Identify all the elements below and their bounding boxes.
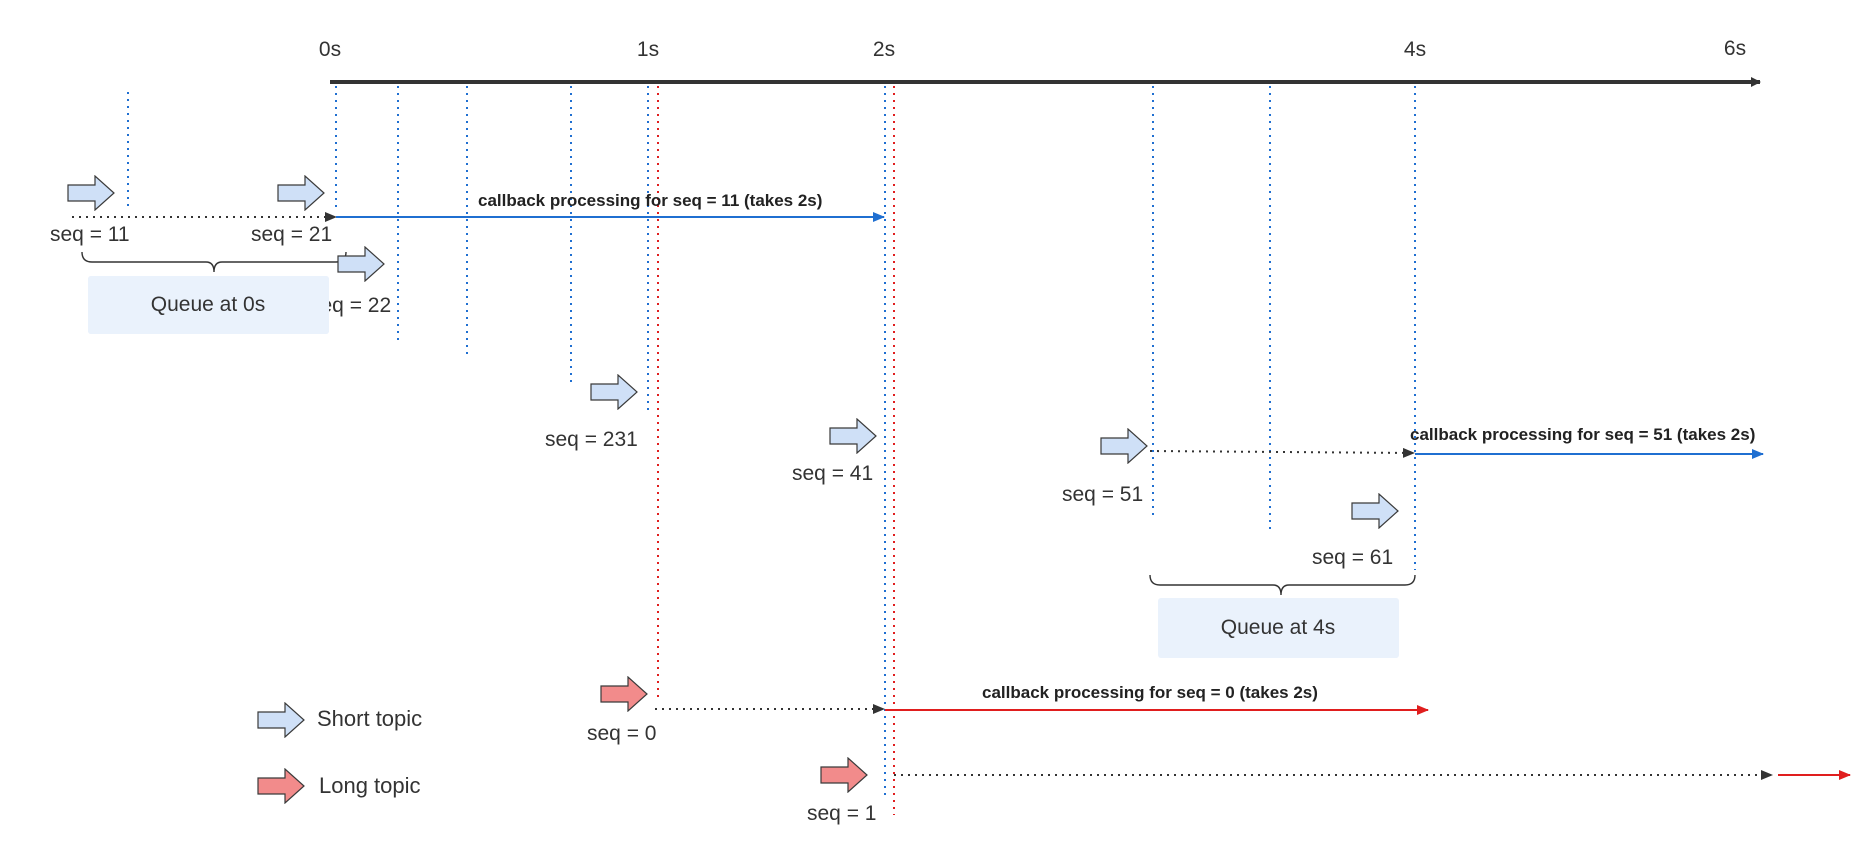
guide-lines	[127, 86, 1416, 815]
queue-0s-brace	[81, 251, 347, 273]
seq-22-label: seq = 22	[310, 294, 391, 317]
seq-51-label: seq = 51	[1062, 483, 1143, 506]
short-topic-arrow-seq-22	[337, 246, 385, 282]
short-topic-arrow-seq-51	[1100, 428, 1148, 464]
legend: Short topic Long topic	[257, 702, 422, 804]
seq-231-label: seq = 231	[545, 428, 638, 451]
tick-0s: 0s	[319, 38, 341, 61]
queue-0s-label-overlay: Queue at 0s	[151, 293, 265, 316]
tick-1s: 1s	[637, 38, 659, 61]
short-topic-arrow-seq-11	[67, 175, 115, 211]
legend-short-topic-icon	[257, 702, 305, 738]
seq-1-label: seq = 1	[807, 802, 876, 825]
tick-6s: 6s	[1724, 37, 1746, 60]
long-topic-arrow-seq-1	[820, 757, 868, 793]
seq-21-label: seq = 21	[251, 223, 332, 246]
queue-4s-box	[1158, 598, 1399, 658]
seq-0-label: seq = 0	[587, 722, 656, 745]
seq-41-label: seq = 41	[792, 462, 873, 485]
queue-4s-brace	[1149, 574, 1416, 596]
queue-0s-box-overlay	[88, 276, 329, 334]
callback-seq-11-label: callback processing for seq = 11 (takes …	[478, 191, 822, 210]
tick-2s: 2s	[873, 38, 895, 61]
short-topic-arrow-seq-61	[1351, 493, 1399, 529]
tick-4s: 4s	[1404, 38, 1426, 61]
long-topic-arrow-seq-0	[600, 676, 648, 712]
seq-11-label: seq = 11	[50, 223, 130, 246]
short-topic-arrow-seq-21	[277, 175, 325, 211]
legend-long-topic-icon	[257, 768, 305, 804]
legend-short-topic-label: Short topic	[317, 706, 422, 731]
callback-seq-51-label: callback processing for seq = 51 (takes …	[1410, 425, 1755, 444]
wait-seq-51	[1149, 447, 1415, 458]
short-topic-arrow-seq-231	[590, 374, 638, 410]
callback-seq-0-label: callback processing for seq = 0 (takes 2…	[982, 683, 1318, 702]
short-topic-arrow-seq-41	[829, 418, 877, 454]
queue-4s-label: Queue at 4s	[1221, 616, 1335, 639]
seq-61-label: seq = 61	[1312, 546, 1393, 569]
legend-long-topic-label: Long topic	[319, 773, 421, 798]
